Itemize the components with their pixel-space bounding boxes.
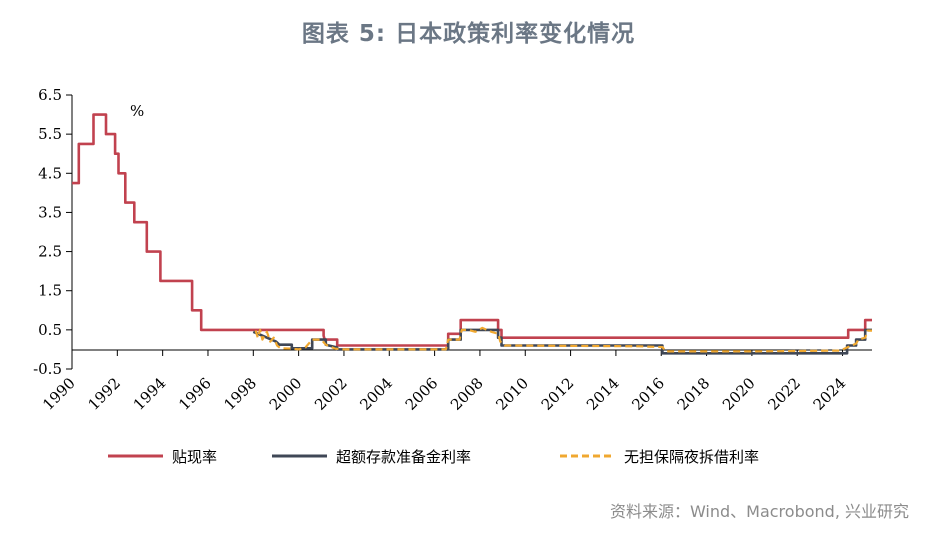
x-tick-label: 2024 xyxy=(810,374,850,414)
chart-title: 图表 5: 日本政策利率变化情况 xyxy=(301,21,636,47)
y-tick-label: -0.5 xyxy=(33,360,62,378)
legend-label: 无担保隔夜拆借利率 xyxy=(624,448,759,466)
x-tick-label: 2020 xyxy=(719,374,759,414)
x-tick-label: 1994 xyxy=(130,374,170,414)
y-tick-label: 5.5 xyxy=(38,125,62,143)
legend: 贴现率 超额存款准备金利率 无担保隔夜拆借利率 xyxy=(108,448,759,466)
series-line-1 xyxy=(72,113,872,347)
y-tick-label: 3.5 xyxy=(38,203,62,221)
y-tick-label: 6.5 xyxy=(38,86,62,104)
x-tick-label: 1992 xyxy=(84,374,124,414)
x-tick-label: 2006 xyxy=(402,374,442,414)
x-tick-label: 2016 xyxy=(628,374,668,414)
y-tick-label: 4.5 xyxy=(38,164,62,182)
x-tick-label: 2002 xyxy=(311,374,351,414)
y-tick-label: 1.5 xyxy=(38,282,62,300)
y-tick-label: 2.5 xyxy=(38,243,62,261)
x-tick-label: 1998 xyxy=(220,374,260,414)
unit-label: % xyxy=(130,102,144,120)
x-tick-label: 2004 xyxy=(356,374,396,414)
y-tick-label: 0.5 xyxy=(38,321,62,339)
x-tick-label: 2008 xyxy=(447,374,487,414)
x-tick-label: 2010 xyxy=(492,374,532,414)
x-tick-label: 2014 xyxy=(583,374,623,414)
x-tick-label: 2012 xyxy=(538,374,578,414)
x-tick-label: 2000 xyxy=(266,374,306,414)
series-line-2 xyxy=(252,328,872,355)
x-tick-label: 2018 xyxy=(674,374,714,414)
x-tick-label: 1996 xyxy=(175,374,215,414)
x-tick-label: 1990 xyxy=(39,374,79,414)
series-line-3 xyxy=(254,326,872,353)
legend-label: 贴现率 xyxy=(172,448,217,466)
x-tick-label: 2022 xyxy=(764,374,804,414)
legend-label: 超额存款准备金利率 xyxy=(336,448,471,466)
series-layer xyxy=(72,113,872,355)
source-note: 资料来源：Wind、Macrobond, 兴业研究 xyxy=(609,502,909,521)
